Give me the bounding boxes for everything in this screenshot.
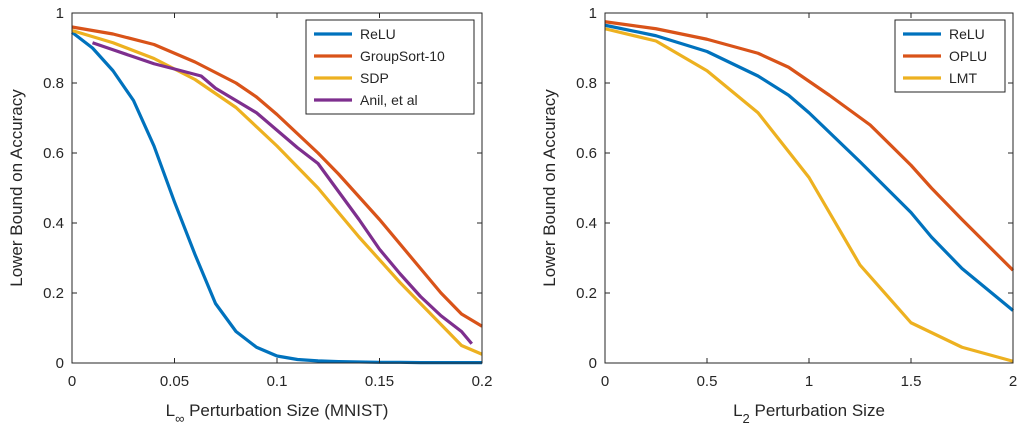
legend-label: ReLU <box>360 26 396 42</box>
y-tick-label: 0.2 <box>43 285 64 302</box>
legend-label: GroupSort-10 <box>360 48 445 64</box>
y-tick-label: 0 <box>56 355 64 372</box>
legend-label: ReLU <box>949 26 985 42</box>
series-line-lmt <box>604 27 1014 363</box>
x-tick-label: 0.5 <box>697 373 718 390</box>
x-tick-label: 1.5 <box>901 373 922 390</box>
y-axis-label: Lower Bound on Accuracy <box>7 89 26 287</box>
legend-label: Anil, et al <box>360 92 418 108</box>
legend-label: SDP <box>360 70 389 86</box>
x-tick-label: 0.2 <box>472 373 493 390</box>
x-tick-label: 0 <box>601 373 609 390</box>
y-tick-label: 0.6 <box>43 145 64 162</box>
x-tick-label: 0.15 <box>365 373 394 390</box>
y-tick-label: 0.8 <box>43 75 64 92</box>
legend: ReLU OPLU LMT <box>894 19 1006 93</box>
y-tick-label: 0.2 <box>576 285 597 302</box>
legend-label: OPLU <box>949 48 987 64</box>
x-tick-label: 1 <box>805 373 813 390</box>
chart-panel-1: 0 0.05 0.1 0.15 0.2 0 0.2 0.4 0.6 0.8 1 L∞ Perturba… <box>7 5 492 426</box>
x-axis-label: L2 Perturbation Size <box>733 401 885 426</box>
legend-label: LMT <box>949 70 977 86</box>
x-tick-label: 0.1 <box>267 373 288 390</box>
x-axis-label: L∞ Perturbation Size (MNIST) <box>166 401 389 426</box>
legend-box <box>305 19 475 115</box>
y-tick-label: 0 <box>589 355 597 372</box>
series-line-oplu <box>604 20 1015 272</box>
series-line-anil-et-al <box>91 41 473 345</box>
series-line-relu <box>604 23 1015 312</box>
x-tick-label: 0.05 <box>160 373 189 390</box>
chart-panel-2: 0 0.5 1 1.5 2 0 0.2 0.4 0.6 0.8 1 L2 Perturbation S… <box>540 5 1017 426</box>
series-line-groupsort-10 <box>71 25 483 328</box>
y-tick-label: 0.4 <box>576 215 597 232</box>
y-tick-label: 0.8 <box>576 75 597 92</box>
y-tick-label: 1 <box>56 5 64 22</box>
y-axis-label: Lower Bound on Accuracy <box>540 89 559 287</box>
y-tick-label: 1 <box>589 5 597 22</box>
y-tick-label: 0.6 <box>576 145 597 162</box>
legend: ReLU GroupSort-10 SDP Anil, et al <box>305 19 475 115</box>
series-line-sdp <box>71 28 483 356</box>
y-tick-label: 0.4 <box>43 215 64 232</box>
x-tick-label: 2 <box>1009 373 1017 390</box>
x-tick-label: 0 <box>68 373 76 390</box>
